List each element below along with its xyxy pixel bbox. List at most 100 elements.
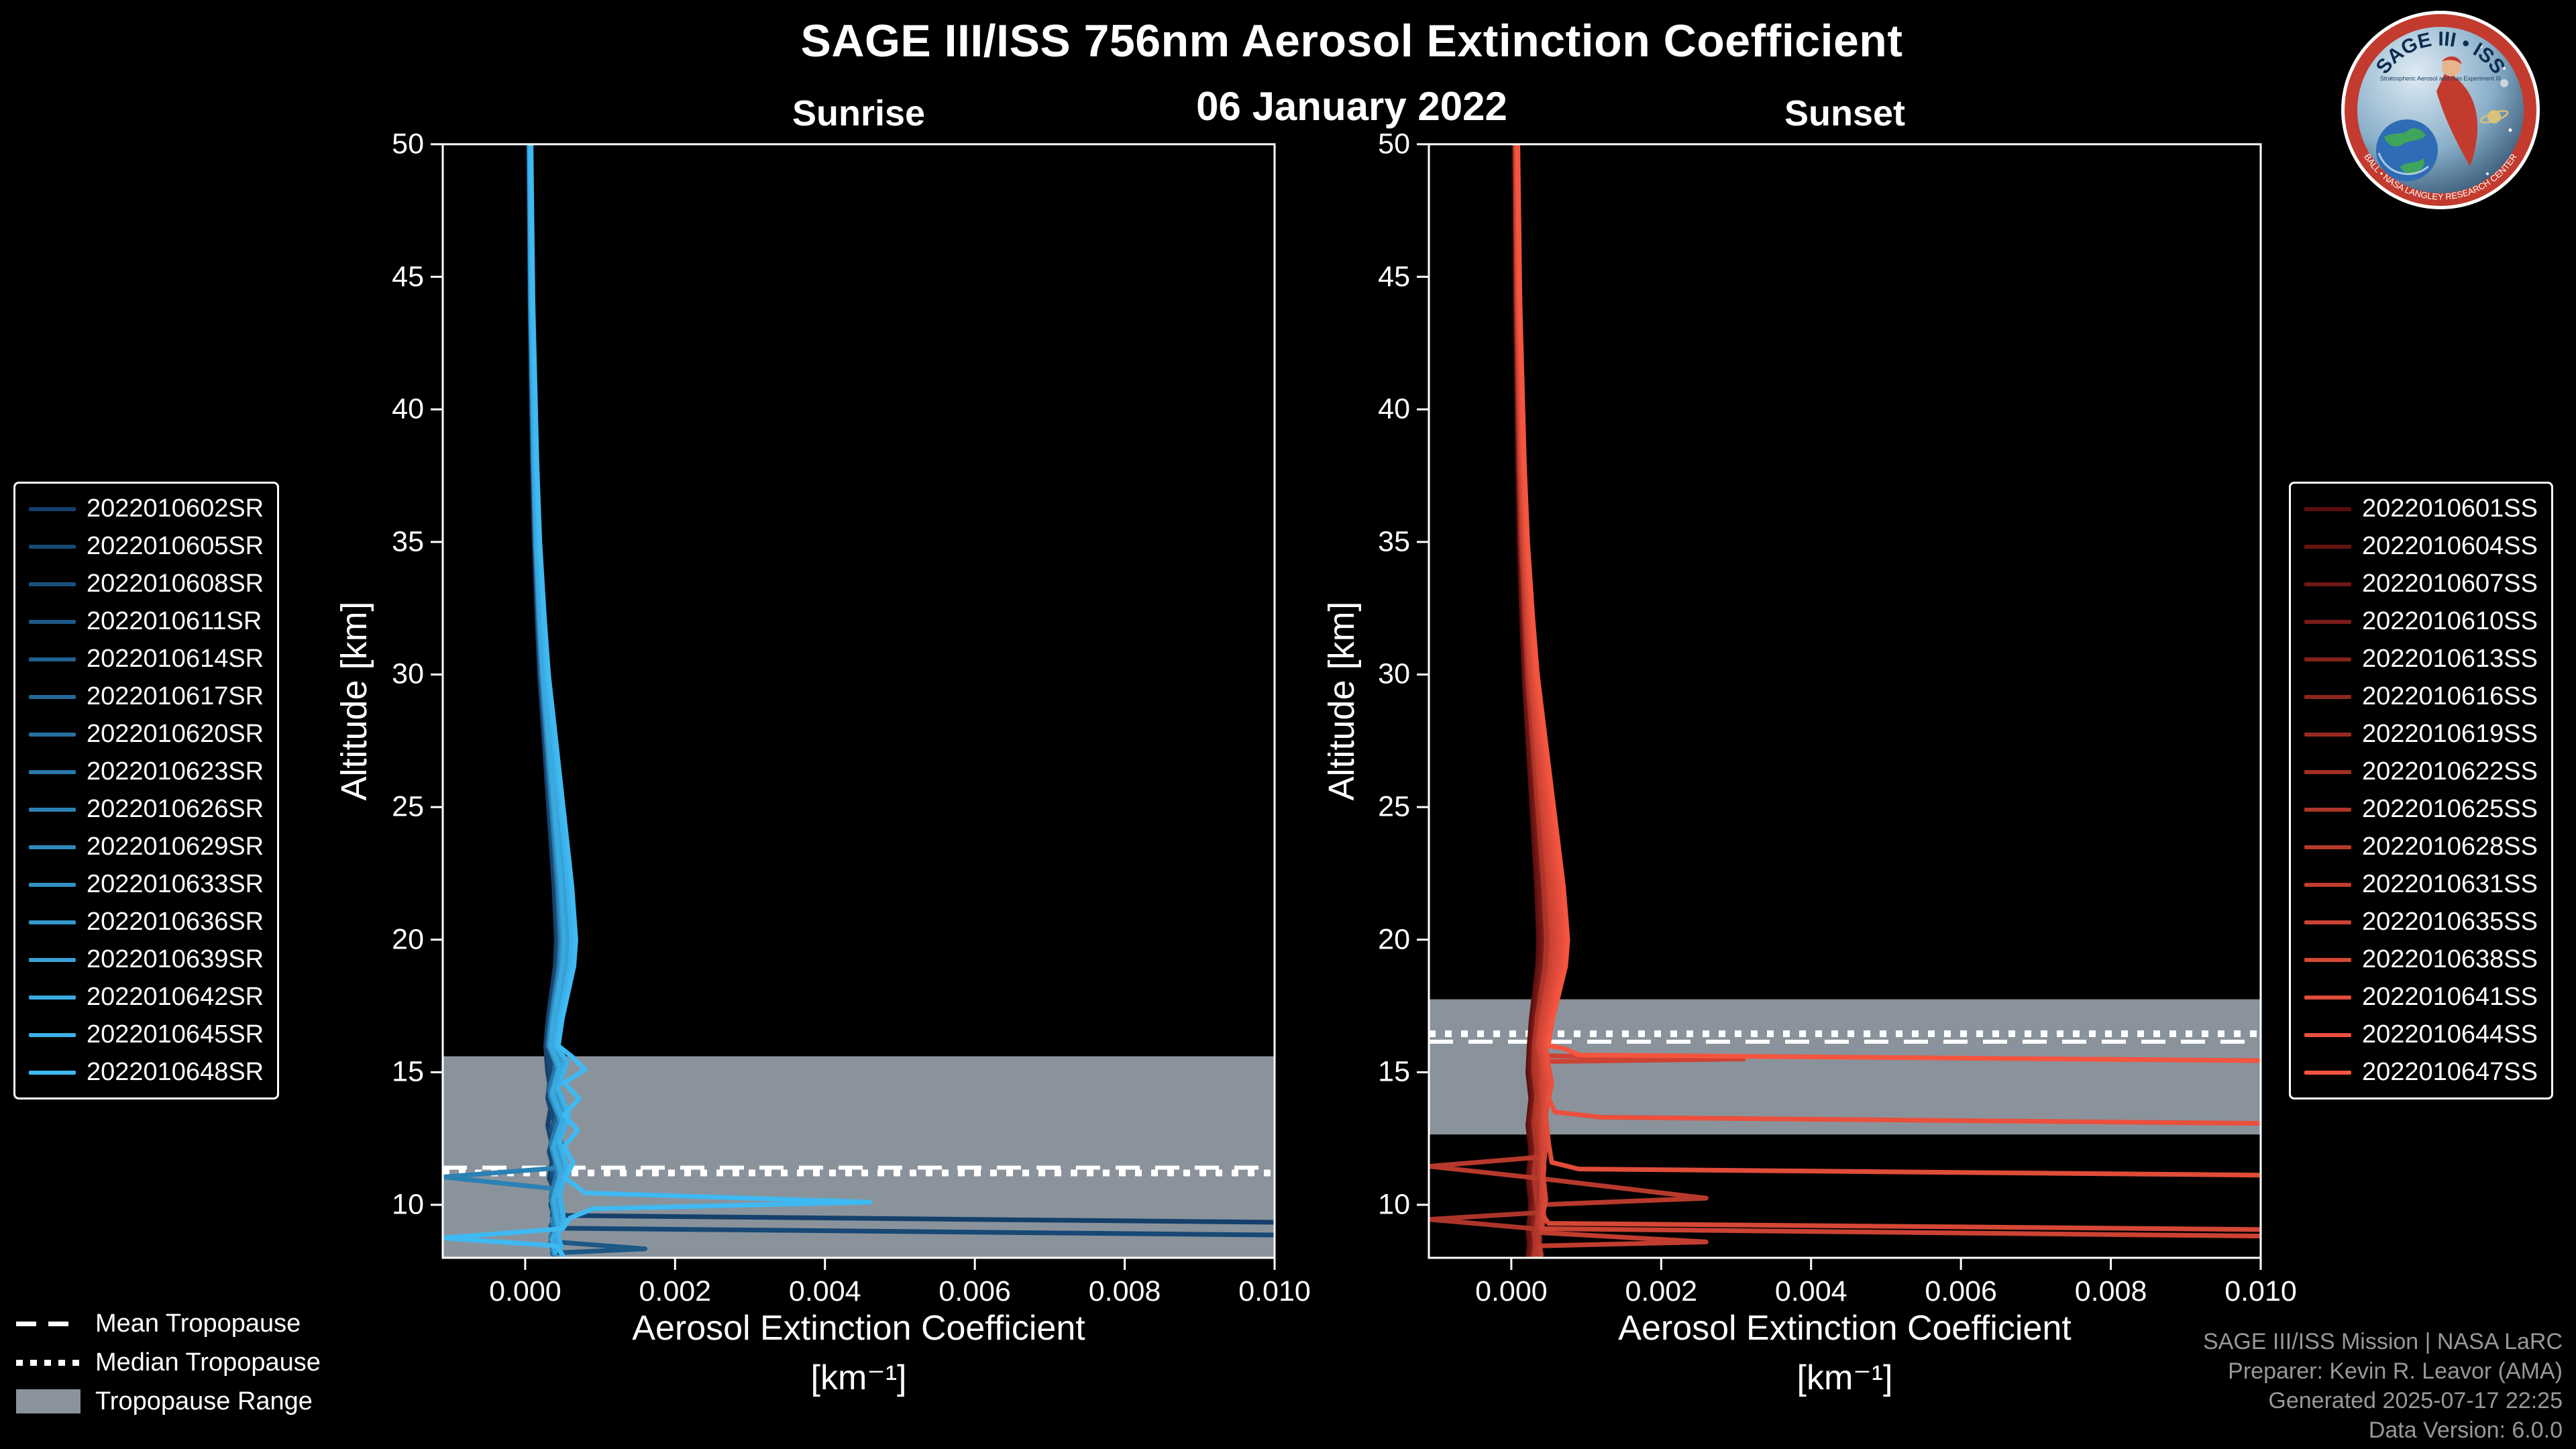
logo-star	[2508, 128, 2512, 132]
sunrise-legend: 2022010602SR 2022010605SR 2022010608SR 2022…	[13, 482, 280, 1099]
x-axis-unit-text: [km⁻¹]	[1796, 1358, 1893, 1397]
axes-border	[441, 143, 1276, 1259]
axes-border	[1428, 143, 2262, 1259]
legend-line-swatch	[29, 582, 76, 586]
sunset-plot-area: 0.000 0.002 0.004 0.006 0.008 0.010 10 15 20 25 30…	[1378, 128, 2297, 1308]
legend-line-swatch	[2304, 1032, 2351, 1037]
y-tick-label: 40	[392, 392, 424, 425]
y-tick-label: 35	[392, 525, 424, 558]
y-axis-label-sunset: Altitude [km]	[1322, 601, 1362, 801]
credit-line: Data Version: 6.0.0	[2368, 1417, 2563, 1443]
x-tick-label: 0.010	[1238, 1275, 1311, 1307]
legend-label: 2022010605SR	[87, 532, 264, 560]
legend-item: 2022010638SS	[2304, 945, 2538, 974]
logo-moon	[2500, 79, 2508, 87]
legend-label: 2022010601SS	[2361, 494, 2538, 523]
legend-line-swatch	[29, 657, 76, 661]
x-tick-label: 0.010	[2224, 1275, 2297, 1307]
y-tick-label: 50	[392, 127, 424, 160]
legend-line-swatch	[2304, 506, 2351, 511]
x-tick-label: 0.008	[1088, 1275, 1161, 1307]
legend-line-swatch	[29, 732, 76, 737]
legend-line-swatch	[29, 882, 76, 887]
tropopause-range-band	[443, 1056, 1275, 1258]
legend-label: 2022010629SR	[87, 833, 264, 861]
legend-line-swatch	[2304, 619, 2351, 624]
legend-item: 2022010623SR	[29, 757, 264, 786]
legend-line-swatch	[2304, 694, 2351, 699]
legend-item: 2022010631SS	[2304, 870, 2538, 899]
y-tick-label: 15	[392, 1055, 424, 1088]
legend-item: 2022010622SS	[2304, 757, 2538, 786]
legend-line-swatch	[29, 1032, 76, 1037]
legend-label: 2022010636SR	[87, 908, 264, 936]
x-axis-label-sunset: Aerosol Extinction Coefficient [km⁻¹]	[1429, 1304, 2261, 1403]
x-tick-label: 0.004	[788, 1275, 861, 1307]
x-tick-label: 0.000	[1475, 1275, 1548, 1307]
sunset-panel-title: Sunset	[1784, 93, 1906, 133]
x-tick-label: 0.002	[639, 1275, 712, 1307]
legend-line-swatch	[2304, 769, 2351, 774]
legend-line-swatch	[2304, 544, 2351, 549]
legend-item: 2022010616SS	[2304, 682, 2538, 711]
y-axis-label-sunrise: Altitude [km]	[334, 601, 374, 801]
legend-line-swatch	[2304, 995, 2351, 1000]
legend-label: 2022010623SR	[87, 757, 264, 786]
legend-line-swatch	[2304, 1070, 2351, 1075]
y-tick-label: 25	[1378, 790, 1410, 823]
x-tick-label: 0.008	[2074, 1275, 2147, 1307]
legend-item: 2022010641SS	[2304, 983, 2538, 1012]
tropopause-range-swatch	[16, 1389, 80, 1413]
legend-line-swatch	[29, 1070, 76, 1075]
legend-item: 2022010644SS	[2304, 1020, 2538, 1049]
legend-item: 2022010608SR	[29, 570, 264, 598]
legend-label: 2022010631SS	[2361, 870, 2538, 898]
legend-label: 2022010639SR	[87, 945, 264, 973]
legend-line-swatch	[2304, 957, 2351, 962]
y-tick-label: 20	[1378, 923, 1410, 956]
legend-label: 2022010611SR	[87, 607, 262, 635]
logo-star	[2479, 44, 2483, 48]
y-tick-label: 45	[392, 260, 424, 293]
sage-iss-logo-svg: SAGE III • ISS Stratospheric Aerosol and…	[2341, 11, 2540, 209]
legend-item: 2022010635SS	[2304, 908, 2538, 936]
legend-label: 2022010633SR	[87, 870, 264, 898]
legend-item: 2022010647SS	[2304, 1058, 2538, 1087]
y-tick-label: 45	[1378, 260, 1410, 293]
legend-item: 2022010639SR	[29, 945, 264, 974]
logo-tagline: Stratospheric Aerosol and Gas Experiment…	[2380, 75, 2501, 82]
x-tick-label: 0.000	[489, 1275, 561, 1307]
legend-item: 2022010633SR	[29, 870, 264, 899]
legend-label: 2022010641SS	[2361, 983, 2538, 1011]
profile-2022010648SR	[443, 144, 873, 1258]
x-axis-label-sunrise: Aerosol Extinction Coefficient [km⁻¹]	[443, 1304, 1275, 1403]
figure-date: 06 January 2022	[1196, 84, 1507, 129]
legend-line-swatch	[29, 807, 76, 812]
y-tick-label: 40	[1378, 392, 1410, 425]
x-tick-label: 0.004	[1774, 1275, 1847, 1307]
legend-item: 2022010604SS	[2304, 532, 2538, 561]
legend-item: 2022010625SS	[2304, 795, 2538, 824]
legend-line-swatch	[2304, 920, 2351, 924]
y-tick-label: 30	[1378, 657, 1410, 690]
legend-line-swatch	[29, 619, 76, 624]
profile-2022010647SS	[1515, 144, 2261, 1063]
y-tick-label: 10	[392, 1188, 424, 1221]
x-tick-label: 0.006	[938, 1275, 1011, 1307]
figure-title: SAGE III/ISS 756nm Aerosol Extinction Co…	[800, 15, 1903, 66]
legend-item: 2022010617SR	[29, 682, 264, 711]
logo-star	[2503, 67, 2506, 70]
legend-line-swatch	[2304, 845, 2351, 849]
legend-item: 2022010605SR	[29, 532, 264, 561]
legend-item: 2022010619SS	[2304, 720, 2538, 749]
mean-tropopause-label: Mean Tropopause	[95, 1309, 301, 1338]
legend-line-swatch	[29, 995, 76, 1000]
legend-line-swatch	[2304, 807, 2351, 812]
logo-ringed-planet	[2479, 110, 2509, 123]
credits: SAGE III/ISS Mission | NASA LaRC Prepare…	[2203, 1327, 2563, 1445]
legend-label: 2022010628SS	[2361, 833, 2538, 861]
sunset-chart	[1417, 143, 2262, 1270]
x-axis-unit-text: [km⁻¹]	[810, 1358, 907, 1397]
logo-star	[2486, 172, 2489, 175]
